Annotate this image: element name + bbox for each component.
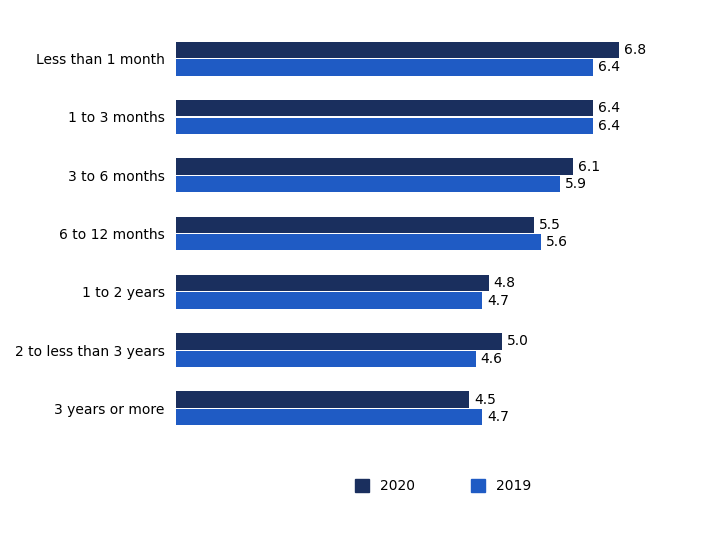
Text: 4.6: 4.6 (481, 352, 502, 366)
Text: 6.8: 6.8 (624, 43, 646, 57)
Text: 4.8: 4.8 (494, 276, 515, 290)
Text: 6.4: 6.4 (598, 119, 620, 133)
Text: 6.1: 6.1 (579, 160, 600, 174)
Bar (176, 100, 593, 116)
Bar (176, 42, 619, 58)
Text: 4.7: 4.7 (487, 410, 509, 424)
Text: 4.7: 4.7 (487, 294, 509, 308)
Legend: 2020, 2019: 2020, 2019 (355, 479, 531, 493)
Text: 5.9: 5.9 (566, 177, 587, 191)
Bar (176, 234, 541, 251)
Bar (176, 217, 534, 233)
Bar (176, 392, 469, 408)
Bar (176, 351, 476, 367)
Bar (176, 275, 489, 291)
Bar (176, 409, 482, 425)
Bar (176, 333, 502, 350)
Text: 6.4: 6.4 (598, 101, 620, 115)
Text: 6.4: 6.4 (598, 60, 620, 74)
Text: 5.6: 5.6 (546, 235, 568, 249)
Bar (176, 118, 593, 134)
Text: 4.5: 4.5 (474, 393, 496, 407)
Bar (176, 59, 593, 76)
Text: 5.5: 5.5 (539, 218, 561, 232)
Bar (176, 176, 560, 192)
Bar (176, 158, 573, 175)
Text: 5.0: 5.0 (507, 334, 529, 349)
Bar (176, 293, 482, 309)
